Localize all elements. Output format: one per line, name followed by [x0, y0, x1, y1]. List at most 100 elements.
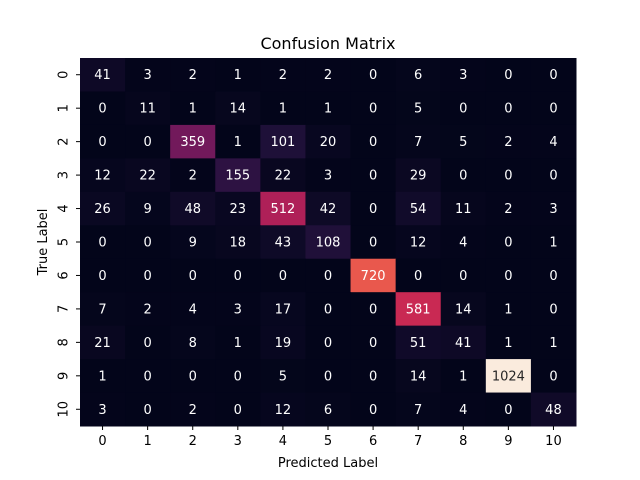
cell-value-label-8-0: 21	[94, 336, 111, 351]
heatmap-cell-7-0	[80, 292, 126, 327]
cell-value-label-8-2: 8	[189, 336, 197, 351]
heatmap-cell-4-2	[170, 191, 216, 226]
heatmap-cell-4-9	[485, 191, 532, 226]
cell-value-label-1-9: 0	[504, 102, 512, 117]
heatmap-cell-1-5	[305, 91, 352, 126]
heatmap-cell-4-4	[260, 191, 306, 226]
x-tick-label-10: 10	[545, 434, 562, 449]
cell-value-label-7-4: 17	[275, 302, 292, 317]
cell-value-label-4-8: 11	[455, 202, 472, 217]
cell-value-label-3-5: 3	[324, 169, 332, 184]
cell-value-label-3-8: 0	[459, 169, 467, 184]
cell-value-label-2-6: 0	[369, 135, 377, 150]
cell-value-label-5-7: 12	[410, 236, 427, 251]
heatmap-cell-2-4	[260, 124, 306, 159]
heatmap-cell-9-5	[305, 359, 352, 394]
heatmap-cell-6-2	[170, 258, 216, 293]
heatmap-cell-3-9	[485, 158, 532, 193]
heatmap-cell-6-8	[440, 258, 487, 293]
cell-value-label-6-5: 0	[324, 269, 332, 284]
heatmap-cell-8-7	[395, 325, 442, 360]
heatmap-cell-0-10	[530, 58, 577, 92]
cell-value-label-2-8: 5	[459, 135, 467, 150]
heatmap-cell-2-6	[350, 124, 397, 159]
heatmap-cell-10-8	[440, 392, 487, 427]
cell-value-label-4-1: 9	[143, 202, 151, 217]
cell-value-label-5-9: 0	[504, 236, 512, 251]
cell-value-label-0-9: 0	[504, 68, 512, 83]
heatmap-cell-6-0	[80, 258, 126, 293]
y-tick-label-4: 4	[57, 204, 72, 212]
heatmap-cell-3-7	[395, 158, 442, 193]
cell-value-label-5-2: 9	[189, 236, 197, 251]
heatmap-cell-2-9	[485, 124, 532, 159]
heatmap-cell-5-3	[215, 225, 261, 260]
x-tick-label-0: 0	[98, 434, 106, 449]
cell-value-label-6-0: 0	[98, 269, 106, 284]
cell-value-label-3-6: 0	[369, 169, 377, 184]
heatmap-cell-6-4	[260, 258, 306, 293]
heatmap-cell-7-3	[215, 292, 261, 327]
heatmap-cell-7-7	[395, 292, 442, 327]
cell-value-label-3-9: 0	[504, 169, 512, 184]
heatmap-cell-4-0	[80, 191, 126, 226]
cell-value-label-6-9: 0	[504, 269, 512, 284]
cell-value-label-7-7: 581	[406, 302, 431, 317]
cell-value-label-4-4: 512	[270, 202, 295, 217]
cell-value-label-5-8: 4	[459, 236, 467, 251]
heatmap-cell-5-8	[440, 225, 487, 260]
heatmap-cell-2-7	[395, 124, 442, 159]
heatmap-cell-3-8	[440, 158, 487, 193]
heatmap-cell-9-8	[440, 359, 487, 394]
x-tick-label-9: 9	[504, 434, 512, 449]
heatmap-cell-4-6	[350, 191, 397, 226]
heatmap-cell-10-9	[485, 392, 532, 427]
y-tick-label-8: 8	[57, 338, 72, 346]
cell-value-label-9-3: 0	[234, 369, 242, 384]
heatmap-cell-10-2	[170, 392, 216, 427]
cell-value-label-5-3: 18	[230, 236, 247, 251]
heatmap-cell-1-10	[530, 91, 577, 126]
heatmap-cell-9-6	[350, 359, 397, 394]
heatmap-cell-8-6	[350, 325, 397, 360]
cell-value-label-7-9: 1	[504, 302, 512, 317]
heatmap-cell-2-5	[305, 124, 352, 159]
heatmap-cell-9-10	[530, 359, 577, 394]
cell-value-label-6-6: 720	[361, 269, 386, 284]
heatmap-cell-6-6	[350, 258, 397, 293]
cell-value-label-1-5: 1	[324, 102, 332, 117]
heatmap-cell-2-1	[125, 124, 171, 159]
cell-value-label-5-5: 108	[316, 236, 341, 251]
cell-value-label-5-4: 43	[275, 236, 292, 251]
heatmap-cell-9-4	[260, 359, 306, 394]
heatmap-cell-4-5	[305, 191, 352, 226]
cell-value-label-9-1: 0	[143, 369, 151, 384]
heatmap-cell-0-3	[215, 58, 261, 92]
heatmap-cell-7-1	[125, 292, 171, 327]
heatmap-cell-3-5	[305, 158, 352, 193]
y-tick-label-9: 9	[57, 372, 72, 380]
heatmap-cell-9-0	[80, 359, 126, 394]
heatmap-cell-3-1	[125, 158, 171, 193]
heatmap-cell-8-2	[170, 325, 216, 360]
cell-value-label-2-10: 4	[549, 135, 557, 150]
heatmap-cell-8-10	[530, 325, 577, 360]
y-tick-label-10: 10	[57, 401, 72, 418]
cell-value-label-8-5: 0	[324, 336, 332, 351]
cell-value-label-6-2: 0	[189, 269, 197, 284]
heatmap-cell-0-9	[485, 58, 532, 92]
cell-value-label-9-10: 0	[549, 369, 557, 384]
cell-value-label-8-8: 41	[455, 336, 472, 351]
heatmap-cell-1-8	[440, 91, 487, 126]
x-tick-label-7: 7	[414, 434, 422, 449]
x-tick-label-5: 5	[324, 434, 332, 449]
cell-value-label-6-7: 0	[414, 269, 422, 284]
heatmap-cell-9-7	[395, 359, 442, 394]
cell-value-label-7-1: 2	[143, 302, 151, 317]
cell-value-label-0-8: 3	[459, 68, 467, 83]
heatmap-cell-2-2	[170, 124, 216, 159]
cell-value-label-4-2: 48	[184, 202, 201, 217]
cell-value-label-8-3: 1	[234, 336, 242, 351]
heatmap-cell-7-2	[170, 292, 216, 327]
heatmap-cell-3-10	[530, 158, 577, 193]
